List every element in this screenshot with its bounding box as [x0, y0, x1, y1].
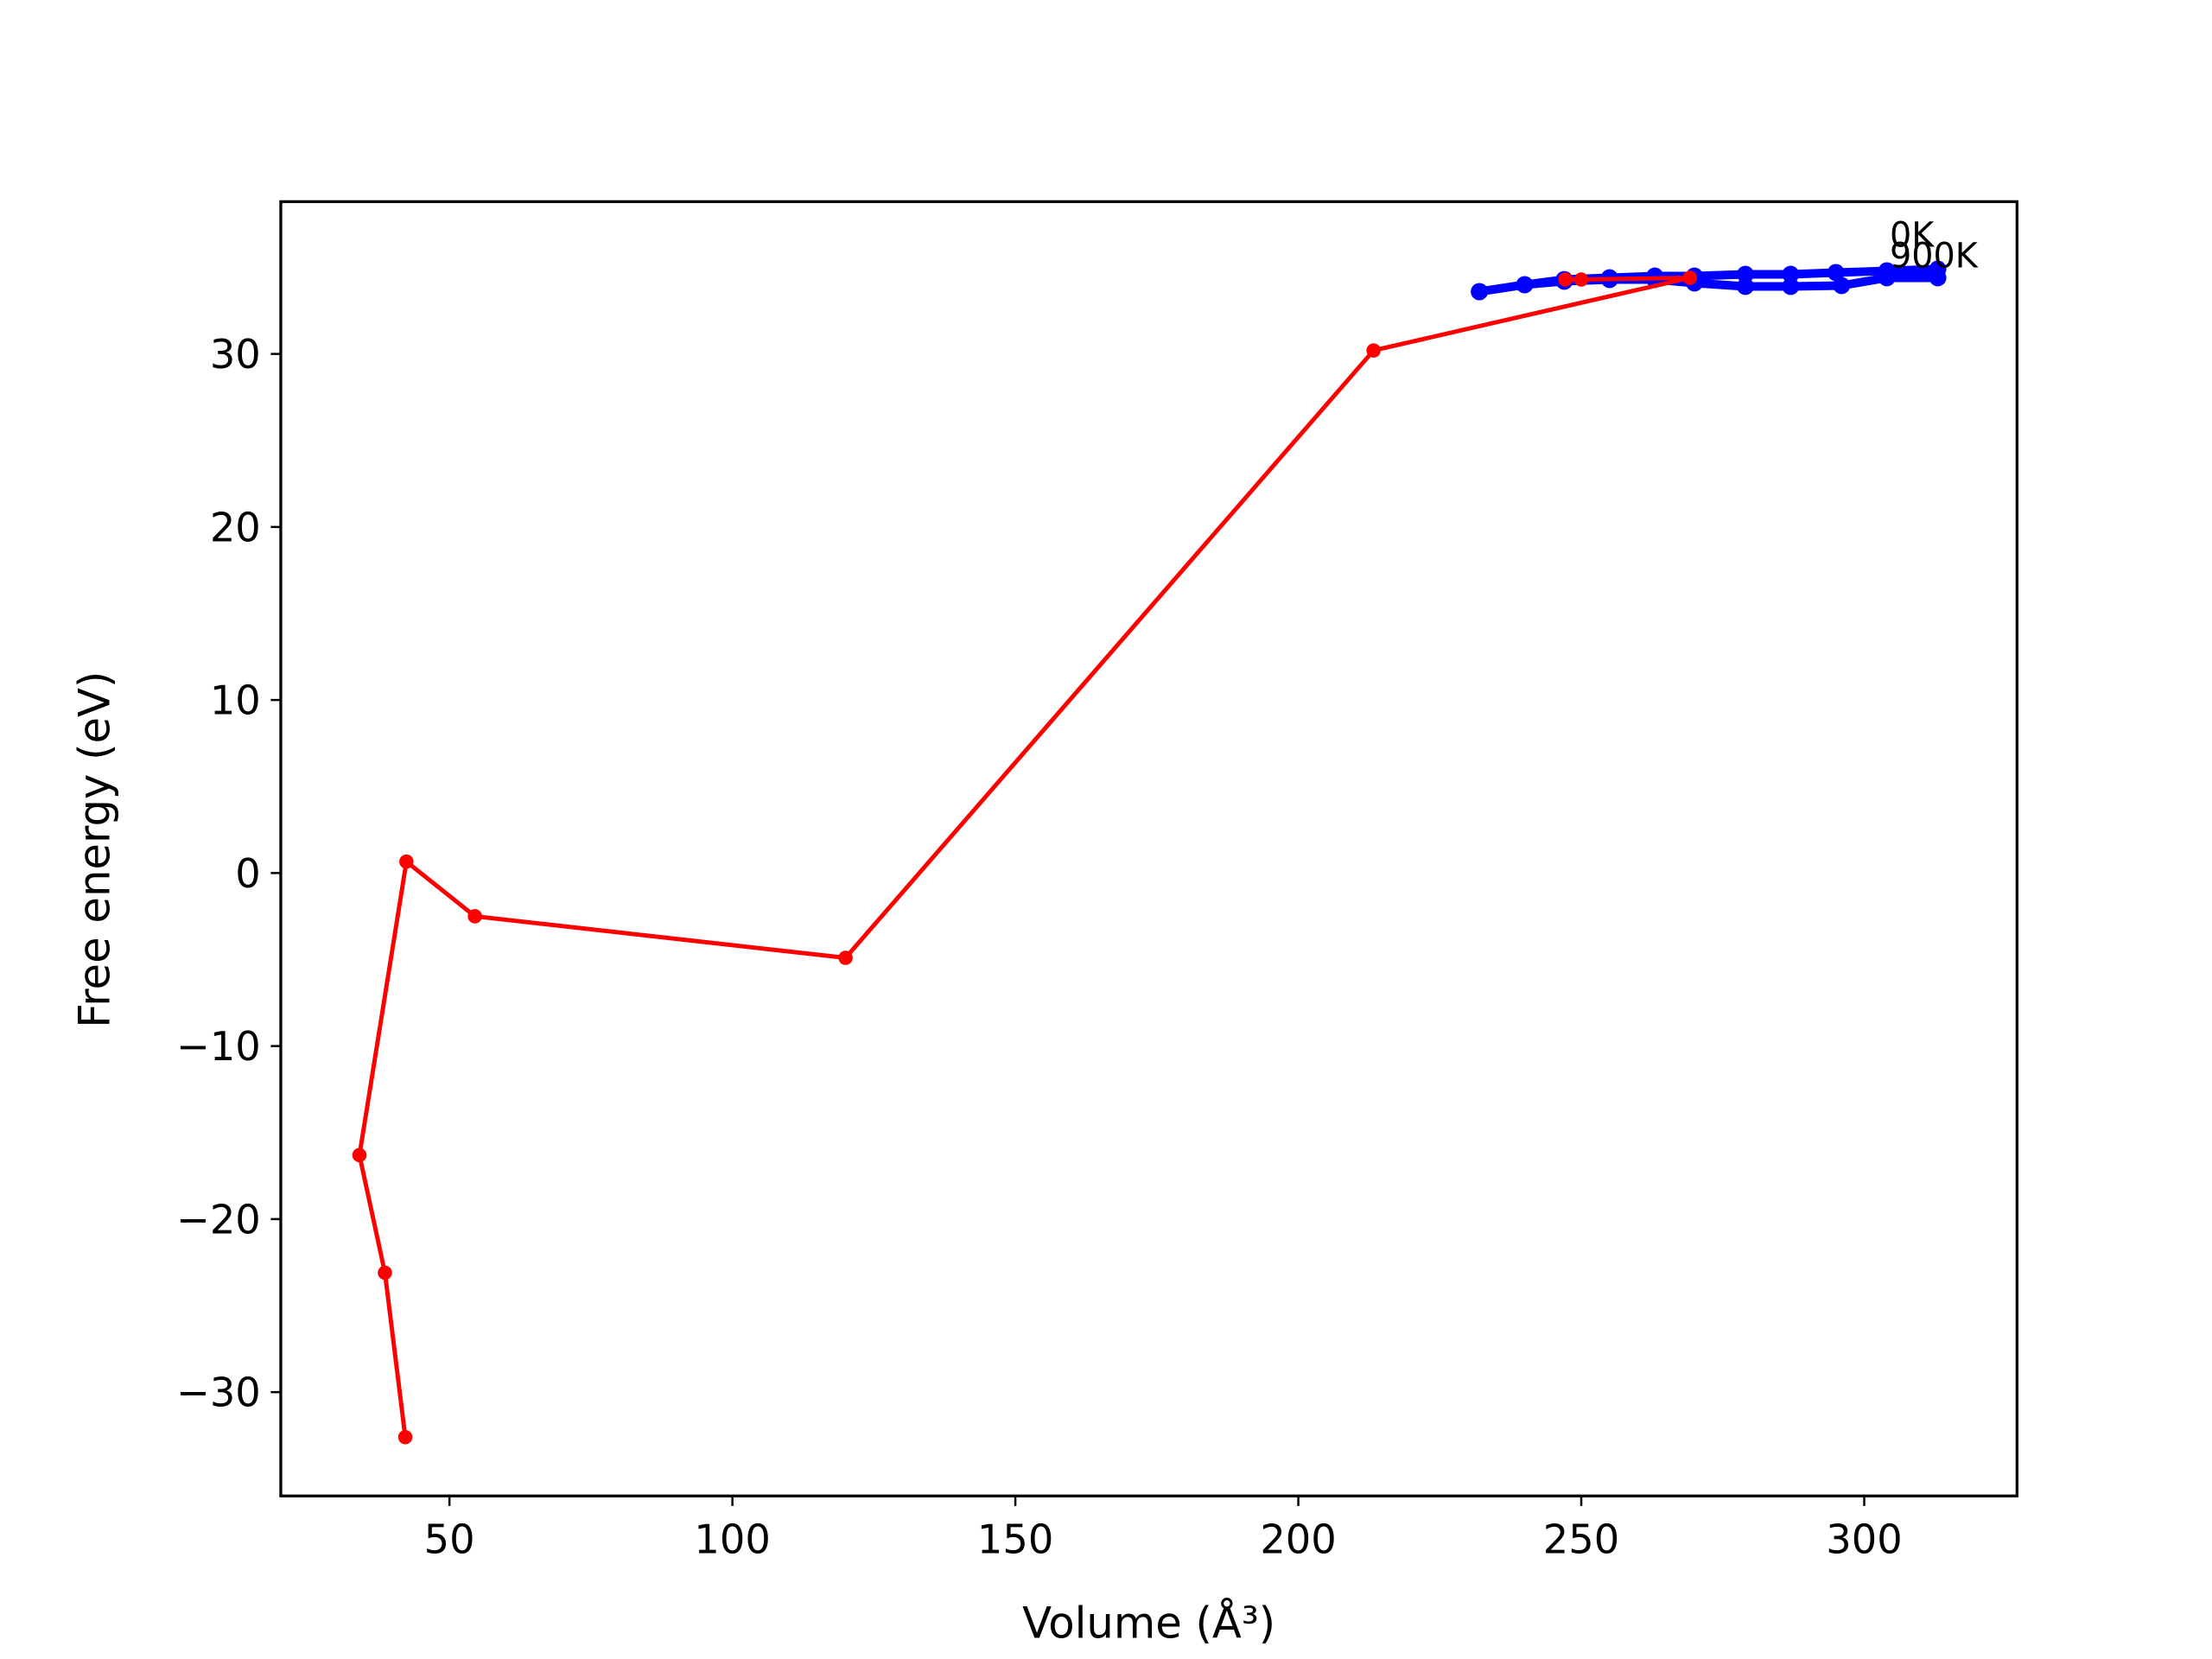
x-tick-label: 300 [1826, 1516, 1902, 1563]
data-point [1573, 272, 1589, 287]
data-point [378, 1265, 392, 1281]
series-line [357, 276, 1693, 1438]
data-point [1737, 277, 1754, 296]
annotation: 0K [1890, 215, 1935, 255]
data-point [352, 1147, 367, 1163]
y-tick-label: 0 [235, 850, 260, 897]
x-tick-label: 50 [424, 1516, 475, 1563]
data-point [1682, 270, 1698, 285]
data-point [838, 950, 853, 965]
x-axis-label: Volume (Å³) [1022, 1597, 1275, 1648]
data-point [1366, 343, 1381, 358]
data-point [1833, 276, 1851, 295]
data-point [1737, 265, 1754, 283]
data-point [397, 1429, 413, 1445]
y-tick-label: −20 [176, 1196, 261, 1243]
data-point [1878, 269, 1896, 287]
annotation: 900K [1890, 236, 1979, 276]
data-point [467, 909, 482, 924]
y-axis-label: Free energy (eV) [70, 671, 120, 1028]
data-point [1471, 283, 1489, 301]
x-tick-label: 250 [1543, 1516, 1619, 1563]
y-tick-label: 20 [210, 504, 261, 550]
x-tick-label: 150 [977, 1516, 1053, 1563]
y-tick-label: 10 [210, 677, 261, 724]
y-tick-label: −30 [176, 1370, 261, 1416]
plot-frame [279, 200, 2018, 1497]
series-line [1478, 273, 1938, 296]
data-point [1516, 276, 1534, 294]
data-point [399, 854, 414, 869]
data-point [1827, 264, 1845, 282]
y-tick-label: −10 [176, 1023, 261, 1070]
x-tick-label: 200 [1260, 1516, 1336, 1563]
data-point [1558, 272, 1573, 287]
data-point [1929, 269, 1947, 287]
data-point [1782, 265, 1800, 283]
y-tick-label: 30 [210, 331, 261, 378]
x-tick-label: 100 [694, 1516, 770, 1563]
data-point [1782, 277, 1800, 296]
